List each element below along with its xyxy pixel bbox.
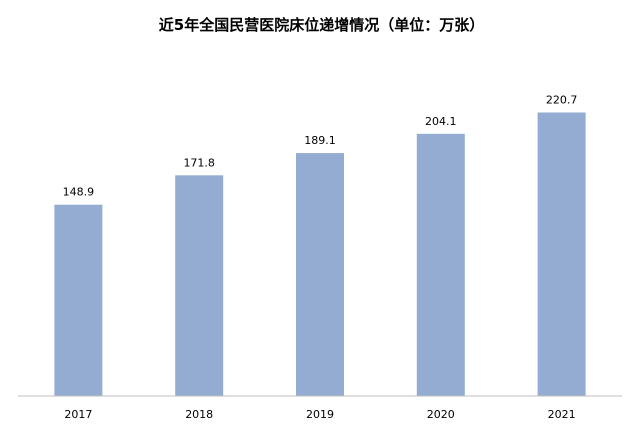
bar-2017 — [54, 204, 103, 396]
data-label-2017: 148.9 — [63, 186, 95, 199]
data-label-2020: 204.1 — [425, 115, 457, 128]
data-labels-group: 148.9 171.8 189.1 204.1 220.7 — [63, 94, 578, 199]
chart-title: 近5年全国民营医院床位递增情况（单位：万张） — [158, 16, 485, 34]
bar-2020 — [416, 133, 465, 397]
data-label-2018: 171.8 — [183, 156, 215, 169]
x-tick-label-2020: 2020 — [427, 408, 455, 421]
x-tick-label-2017: 2017 — [64, 408, 92, 421]
bar-2021 — [537, 112, 586, 396]
x-tick-label-2018: 2018 — [185, 408, 213, 421]
x-tick-label-2019: 2019 — [306, 408, 334, 421]
bars-group — [54, 112, 586, 397]
x-tick-label-2021: 2021 — [548, 408, 576, 421]
x-tick-labels-group: 2017 2018 2019 2020 2021 — [64, 408, 575, 421]
bar-2018 — [175, 175, 224, 396]
data-label-2019: 189.1 — [304, 134, 336, 147]
bar-2019 — [296, 153, 344, 396]
data-label-2021: 220.7 — [546, 94, 578, 107]
